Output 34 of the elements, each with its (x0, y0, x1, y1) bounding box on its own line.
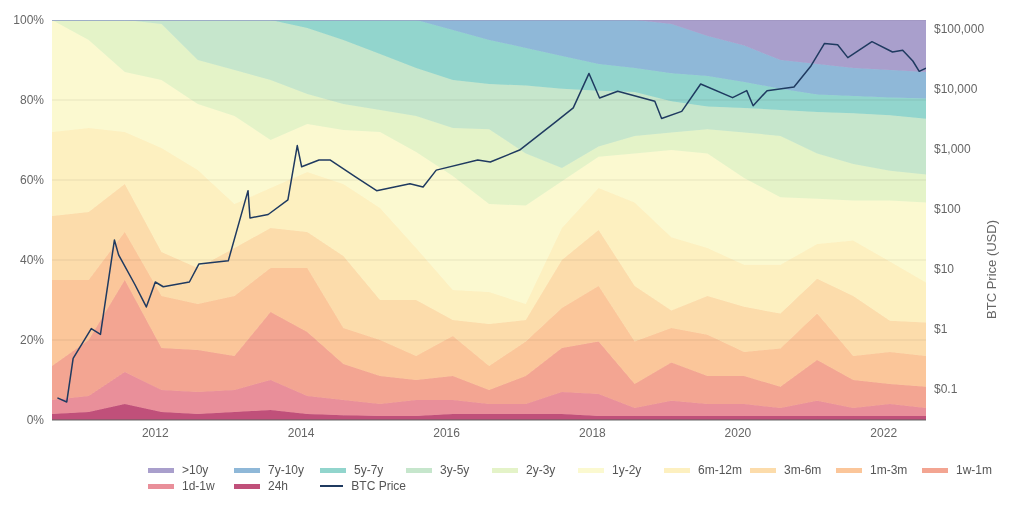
y2-tick-label: $10,000 (934, 82, 978, 96)
legend-label: 3m-6m (784, 463, 822, 477)
legend-label: 1m-3m (870, 463, 908, 477)
x-tick-label: 2018 (579, 425, 607, 440)
y-tick-label: 20% (19, 333, 45, 348)
x-tick-label: 2022 (870, 425, 898, 440)
legend-label: 6m-12m (698, 463, 743, 477)
x-tick-label: 2016 (433, 425, 461, 440)
legend-label: 1d-1w (182, 479, 215, 493)
line-series (56, 40, 926, 403)
y2-tick-label: $1,000 (934, 141, 972, 156)
y-tick-label: 0% (26, 413, 45, 428)
legend-label: 1y-2y (612, 463, 642, 477)
y-tick-label: 60% (19, 173, 45, 188)
y2-axis-title: BTC Price (USD) (983, 220, 999, 319)
y-tick-label: 40% (19, 253, 45, 268)
legend-label: 3y-5y (440, 463, 470, 477)
legend-label: 2y-3y (526, 463, 556, 477)
legend-label: 5y-7y (354, 463, 384, 477)
x-tick-label: 2014 (287, 425, 315, 440)
legend-label: 1w-1m (956, 463, 993, 477)
legend-label: >10y (182, 463, 209, 477)
legend-label: 7y-10y (268, 463, 305, 477)
y2-tick-label: $0.1 (934, 381, 958, 396)
x-tick-label: 2012 (141, 425, 169, 440)
y2-tick-label: $1 (934, 321, 948, 336)
legend-label: 24h (268, 479, 289, 493)
y2-tick-label: $100,000 (934, 22, 985, 37)
y-tick-label: 80% (19, 93, 45, 108)
legend-label: BTC Price (351, 479, 406, 493)
y-tick-label: 100% (13, 13, 45, 28)
y2-tick-label: $100 (934, 201, 962, 216)
y2-tick-label: $10 (934, 261, 955, 276)
x-tick-label: 2020 (724, 425, 752, 440)
